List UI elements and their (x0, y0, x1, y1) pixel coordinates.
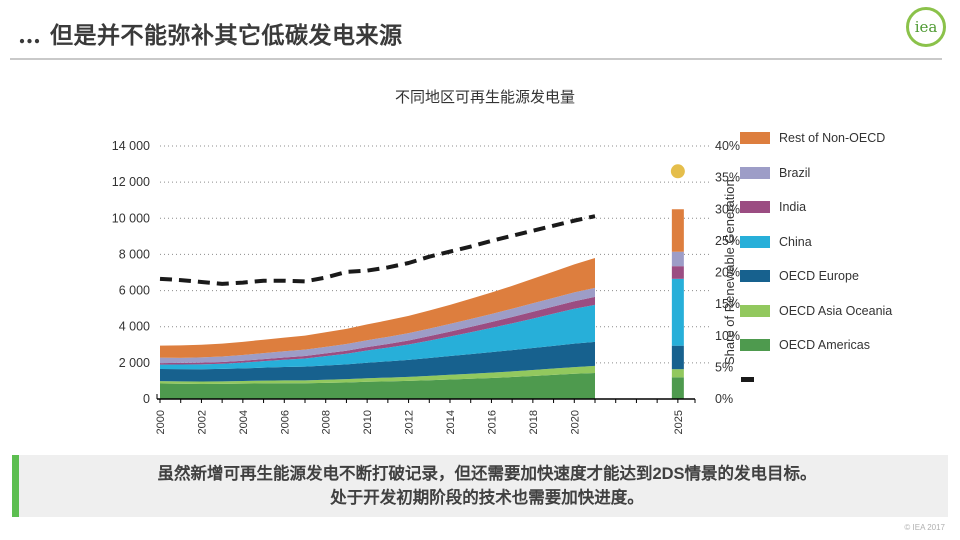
bar-2025-oecd-americas (671, 377, 684, 399)
legend-swatch (740, 339, 770, 351)
right-axis-label: 30% (715, 202, 740, 216)
right-axis-label: 40% (715, 139, 740, 153)
chart-legend: Rest of Non-OECD Brazil India China OECD Eur… (740, 127, 892, 382)
area-oecd-asia-oceania (160, 365, 595, 385)
renewables-generation-chart: 2000 2002 2004 2006 2008 2010 2012 2014 2016 2018… (112, 139, 740, 434)
left-axis-label: 12 000 (112, 175, 150, 189)
legend-item-brazil: Brazil (740, 162, 892, 184)
x-tick-label: 2020 (569, 410, 581, 434)
legend-label: Brazil (779, 165, 811, 180)
area-oecd-americas (160, 372, 595, 399)
slide-title: … 但是并不能弥补其它低碳发电来源 (18, 22, 403, 49)
legend-swatch (740, 270, 770, 282)
legend-swatch (740, 201, 770, 213)
x-tick-label: 2004 (238, 410, 250, 434)
legend-label: OECD Americas (779, 338, 870, 352)
right-axis-label: 35% (715, 171, 740, 185)
x-tick-label: 2000 (155, 410, 167, 434)
bar-2025-oecd-asia-oceania (671, 369, 684, 378)
legend-item-rest-of-non-oecd: Rest of Non-OECD (740, 127, 892, 149)
bar-2025-brazil (671, 251, 684, 267)
left-axis-label: 4 000 (119, 320, 150, 334)
x-tick-label: 2010 (362, 410, 374, 434)
bar-2025-china (671, 278, 684, 346)
banner-accent-bar (12, 455, 19, 517)
right-axis-title: Share of Renewable Generation (722, 179, 737, 366)
chart-title: 不同地区可再生能源发电量 (394, 89, 575, 106)
left-axis-label: 10 000 (112, 211, 150, 225)
x-tick-label: 2006 (279, 410, 291, 434)
area-rest-of-non-oecd (160, 258, 595, 358)
legend-swatch (740, 166, 770, 179)
legend-label: OECD Asia Oceania (779, 303, 893, 318)
left-axis-label: 2 000 (119, 356, 150, 370)
iea-logo-text: iea (914, 18, 938, 36)
legend-item-oecd-americas: OECD Americas (740, 334, 892, 356)
legend-label: China (779, 234, 812, 249)
left-axis-label: 6 000 (119, 284, 150, 298)
legend-swatch (740, 132, 770, 144)
bar-2025-rest-of-non-oecd (671, 209, 684, 252)
area-oecd-europe (160, 341, 595, 382)
legend-swatch (740, 235, 770, 248)
right-axis-label: 25% (715, 234, 740, 248)
iea-logo: iea (906, 7, 946, 47)
x-tick-label: 2012 (404, 410, 416, 434)
left-axis-label: 8 000 (119, 247, 150, 261)
legend-label: India (779, 200, 807, 214)
takeaway-banner: 虽然新增可再生能源发电不断打破记录，但还需要加快速度才能达到2DS情景的发电目标… (12, 455, 948, 517)
copyright-footer: © IEA 2017 (904, 523, 945, 532)
share-line (159, 214, 596, 286)
legend-swatch (740, 304, 770, 317)
x-tick-label: 2014 (445, 410, 457, 434)
legend-item-china: China (740, 231, 892, 253)
legend-label: Rest of Non-OECD (779, 131, 886, 145)
right-axis-label: 5% (715, 360, 733, 374)
title-divider (10, 58, 942, 60)
x-tick-label: 2002 (196, 410, 208, 434)
x-tick-label: 2016 (486, 410, 498, 434)
legend-item-india: India (740, 196, 892, 218)
left-axis-label: 14 000 (112, 139, 150, 153)
legend-item-oecd-europe: OECD Europe (740, 265, 892, 287)
left-axis-label: 0 (143, 392, 150, 406)
right-axis-label: 0% (715, 392, 733, 406)
right-axis-label: 10% (715, 329, 740, 343)
right-axis-label: 20% (715, 266, 740, 280)
area-china (160, 304, 595, 370)
banner-line-1: 虽然新增可再生能源发电不断打破记录，但还需要加快速度才能达到2DS情景的发电目标… (157, 465, 817, 483)
x-tick-label: 2008 (321, 410, 333, 434)
right-axis-label: 15% (715, 297, 740, 311)
bar-2025-india (671, 266, 684, 279)
legend-item-oecd-asia-oceania: OECD Asia Oceania (740, 300, 892, 322)
banner-line-2: 处于开发初期阶段的技术也需要加快进度。 (330, 489, 644, 507)
bar-2025-oecd-europe (671, 345, 684, 370)
target-dot-2025 (670, 164, 685, 179)
x-tick-label: 2018 (528, 410, 540, 434)
legend-label: OECD Europe (779, 269, 859, 283)
x-tick-label: 2025 (673, 410, 685, 434)
legend-dash-share-line (741, 376, 754, 382)
